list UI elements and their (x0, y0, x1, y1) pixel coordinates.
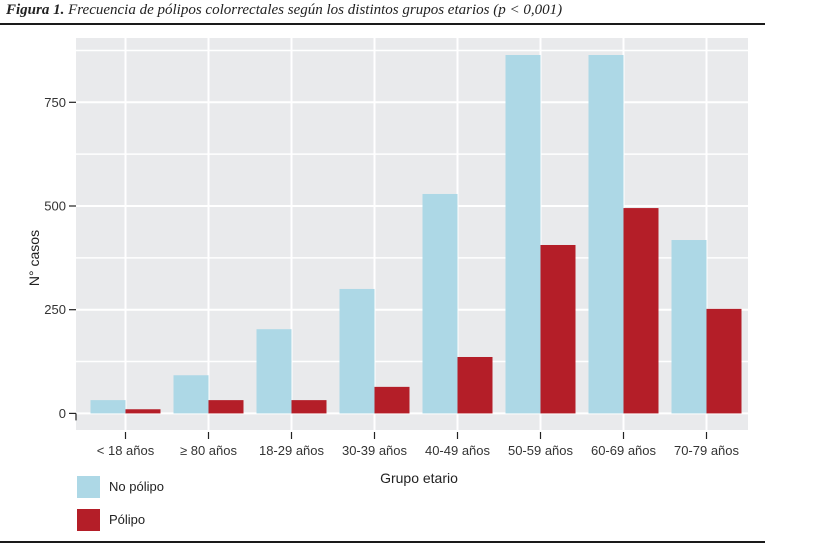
x-tick-label: ≥ 80 años (180, 443, 238, 458)
x-tick-label: < 18 años (97, 443, 155, 458)
x-tick-label: 30-39 años (342, 443, 408, 458)
x-tick-label: 70-79 años (674, 443, 740, 458)
legend-label-polipo: Pólipo (109, 512, 145, 527)
bar-polipo (374, 386, 410, 414)
figure-label: Figura 1. (6, 2, 65, 18)
bar-no-polipo (256, 329, 292, 414)
bar-polipo (623, 208, 659, 414)
bar-no-polipo (173, 375, 209, 414)
legend-swatch-no-polipo (77, 476, 100, 498)
x-tick-label: 18-29 años (259, 443, 325, 458)
bar-no-polipo (505, 55, 541, 414)
bar-no-polipo (422, 193, 458, 414)
bottom-rule (0, 541, 765, 543)
y-tick-label: 250 (44, 302, 66, 317)
bar-polipo (540, 244, 576, 414)
y-axis: 0 250 500 750 (44, 95, 77, 421)
bars (90, 55, 742, 414)
bar-polipo (457, 356, 493, 414)
top-rule (0, 23, 765, 25)
legend: No pólipo Pólipo (77, 476, 164, 531)
x-tick-label: 60-69 años (591, 443, 657, 458)
bar-no-polipo (588, 55, 624, 414)
y-axis-title: N° casos (26, 230, 42, 286)
legend-label-no-polipo: No pólipo (109, 479, 164, 494)
bar-no-polipo (339, 288, 375, 414)
y-tick-label: 750 (44, 95, 66, 110)
x-axis: < 18 años ≥ 80 años 18-29 años 30-39 años 40… (97, 432, 740, 458)
figure-caption: Figura 1. Frecuencia de pólipos colorrec… (6, 2, 766, 19)
bar-no-polipo (90, 400, 126, 414)
legend-swatch-polipo (77, 509, 100, 531)
x-tick-label: 50-59 años (508, 443, 574, 458)
bar-polipo (125, 409, 161, 414)
bar-polipo (706, 308, 742, 414)
y-tick-label: 500 (44, 199, 66, 214)
y-tick-label: 0 (59, 406, 66, 421)
bar-polipo (291, 400, 327, 414)
figure-title: Frecuencia de pólipos colorrectales segú… (64, 2, 563, 18)
x-axis-title: Grupo etario (380, 470, 458, 486)
bar-no-polipo (671, 240, 707, 414)
x-tick-label: 40-49 años (425, 443, 491, 458)
bar-polipo (208, 400, 244, 414)
